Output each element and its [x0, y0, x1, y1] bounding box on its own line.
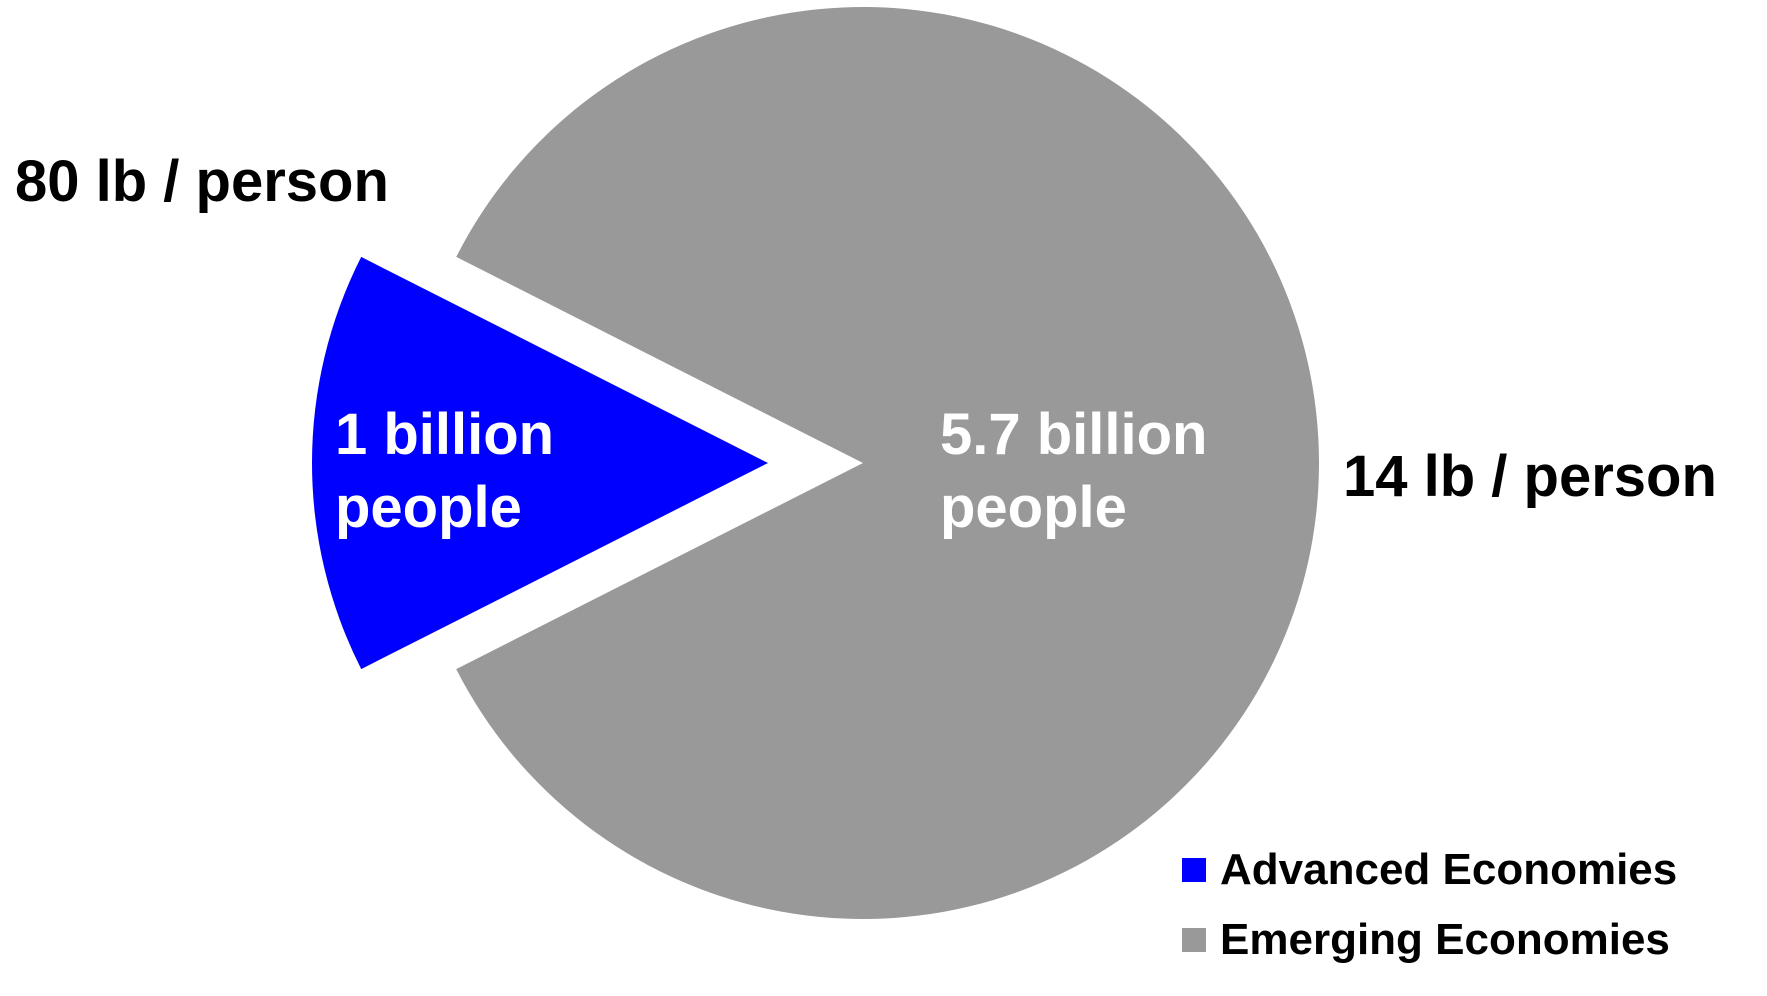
slice-data-label: 1 billion: [335, 402, 554, 467]
slices-layer: [312, 6, 1319, 919]
slice-outer-label: 14 lb / person: [1343, 444, 1717, 509]
legend-label: Advanced Economies: [1220, 845, 1677, 894]
slice-outer-label: 80 lb / person: [15, 149, 389, 214]
labels-layer: 1 billion people 80 lb / person 5.7 billion…: [15, 149, 1717, 540]
slice-data-label: people: [335, 475, 522, 540]
legend: Advanced Economies Emerging Economies: [1182, 845, 1677, 964]
slice-data-label: people: [940, 475, 1127, 540]
legend-label: Emerging Economies: [1220, 915, 1670, 964]
pie-slice-advanced-economies: [312, 256, 768, 670]
pie-slice-emerging-economies: [456, 6, 1319, 919]
slice-data-label: 5.7 billion: [940, 402, 1208, 467]
legend-swatch: [1182, 928, 1206, 952]
legend-swatch: [1182, 858, 1206, 882]
